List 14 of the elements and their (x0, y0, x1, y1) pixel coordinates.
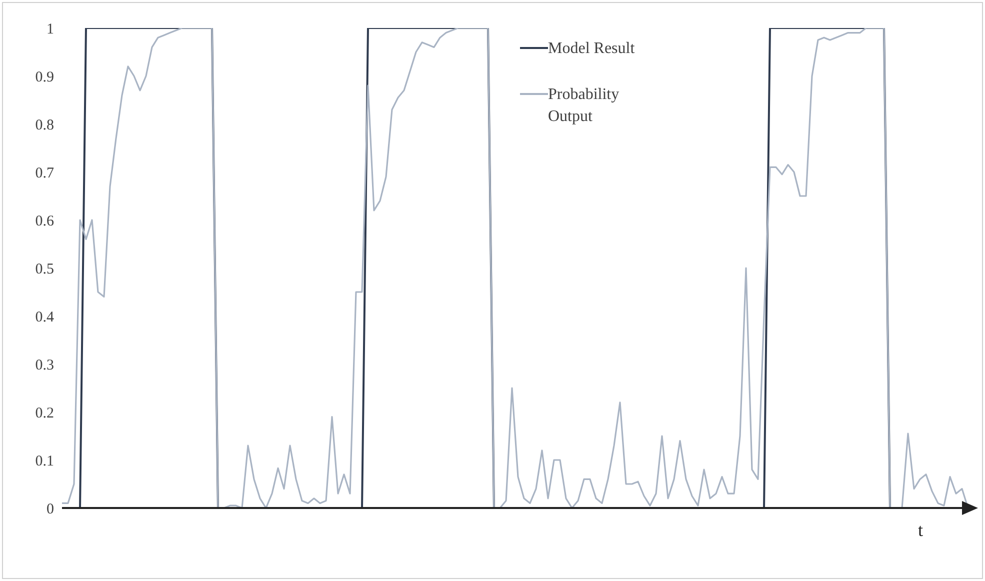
y-tick-label: 0.9 (35, 69, 54, 86)
legend-label: Probability Output (548, 85, 620, 127)
y-tick-label: 0.8 (35, 117, 54, 134)
y-tick-label: 0.7 (35, 165, 54, 182)
x-axis-title: t (918, 520, 923, 540)
y-tick-label: 0.3 (35, 357, 54, 374)
legend-label: Model Result (548, 39, 636, 59)
y-tick-label: 0 (46, 501, 54, 518)
y-tick-label: 0.5 (35, 261, 54, 278)
y-tick-label: 0.4 (35, 309, 54, 326)
y-tick-label: 1 (46, 21, 54, 38)
y-tick-label: 0.1 (35, 453, 54, 470)
y-tick-label: 0.2 (35, 405, 54, 422)
y-tick-label: 0.6 (35, 213, 54, 230)
